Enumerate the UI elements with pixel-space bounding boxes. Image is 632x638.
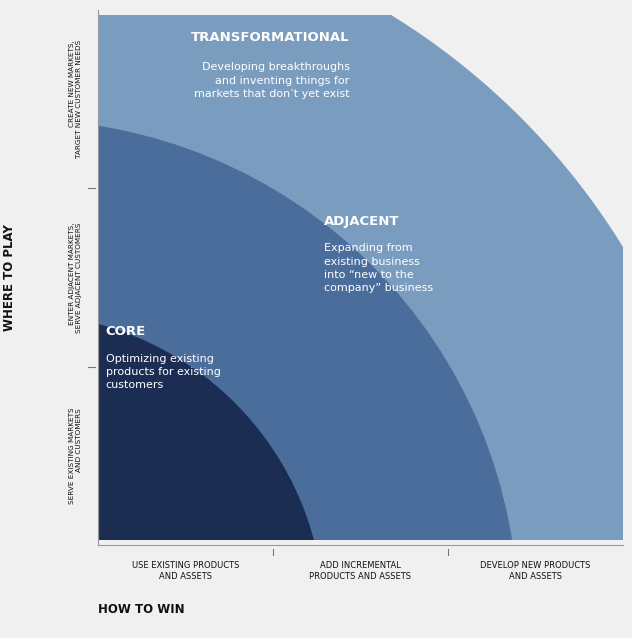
Text: ADD INCREMENTAL
PRODUCTS AND ASSETS: ADD INCREMENTAL PRODUCTS AND ASSETS [309, 561, 411, 581]
Text: Optimizing existing
products for existing
customers: Optimizing existing products for existin… [106, 353, 221, 390]
Text: Expanding from
existing business
into “new to the
company” business: Expanding from existing business into “n… [324, 244, 433, 293]
Text: CREATE NEW MARKETS,
TARGET NEW CUSTOMER NEEDS: CREATE NEW MARKETS, TARGET NEW CUSTOMER … [69, 40, 82, 158]
Text: CORE: CORE [106, 325, 146, 338]
Text: DEVELOP NEW PRODUCTS
AND ASSETS: DEVELOP NEW PRODUCTS AND ASSETS [480, 561, 590, 581]
Text: SERVE EXISTING MARKETS
AND CUSTOMERS: SERVE EXISTING MARKETS AND CUSTOMERS [69, 408, 82, 505]
Circle shape [0, 120, 518, 638]
Text: TRANSFORMATIONAL: TRANSFORMATIONAL [191, 31, 349, 44]
Text: HOW TO WIN: HOW TO WIN [98, 603, 185, 616]
Circle shape [0, 315, 324, 638]
Text: WHERE TO PLAY: WHERE TO PLAY [3, 224, 16, 331]
Text: USE EXISTING PRODUCTS
AND ASSETS: USE EXISTING PRODUCTS AND ASSETS [131, 561, 239, 581]
Text: ENTER ADJACENT MARKETS,
SERVE ADJACENT CUSTOMERS: ENTER ADJACENT MARKETS, SERVE ADJACENT C… [69, 222, 82, 333]
Text: ADJACENT: ADJACENT [324, 214, 399, 228]
Text: Developing breakthroughs
and inventing things for
markets that don’t yet exist: Developing breakthroughs and inventing t… [194, 63, 349, 99]
